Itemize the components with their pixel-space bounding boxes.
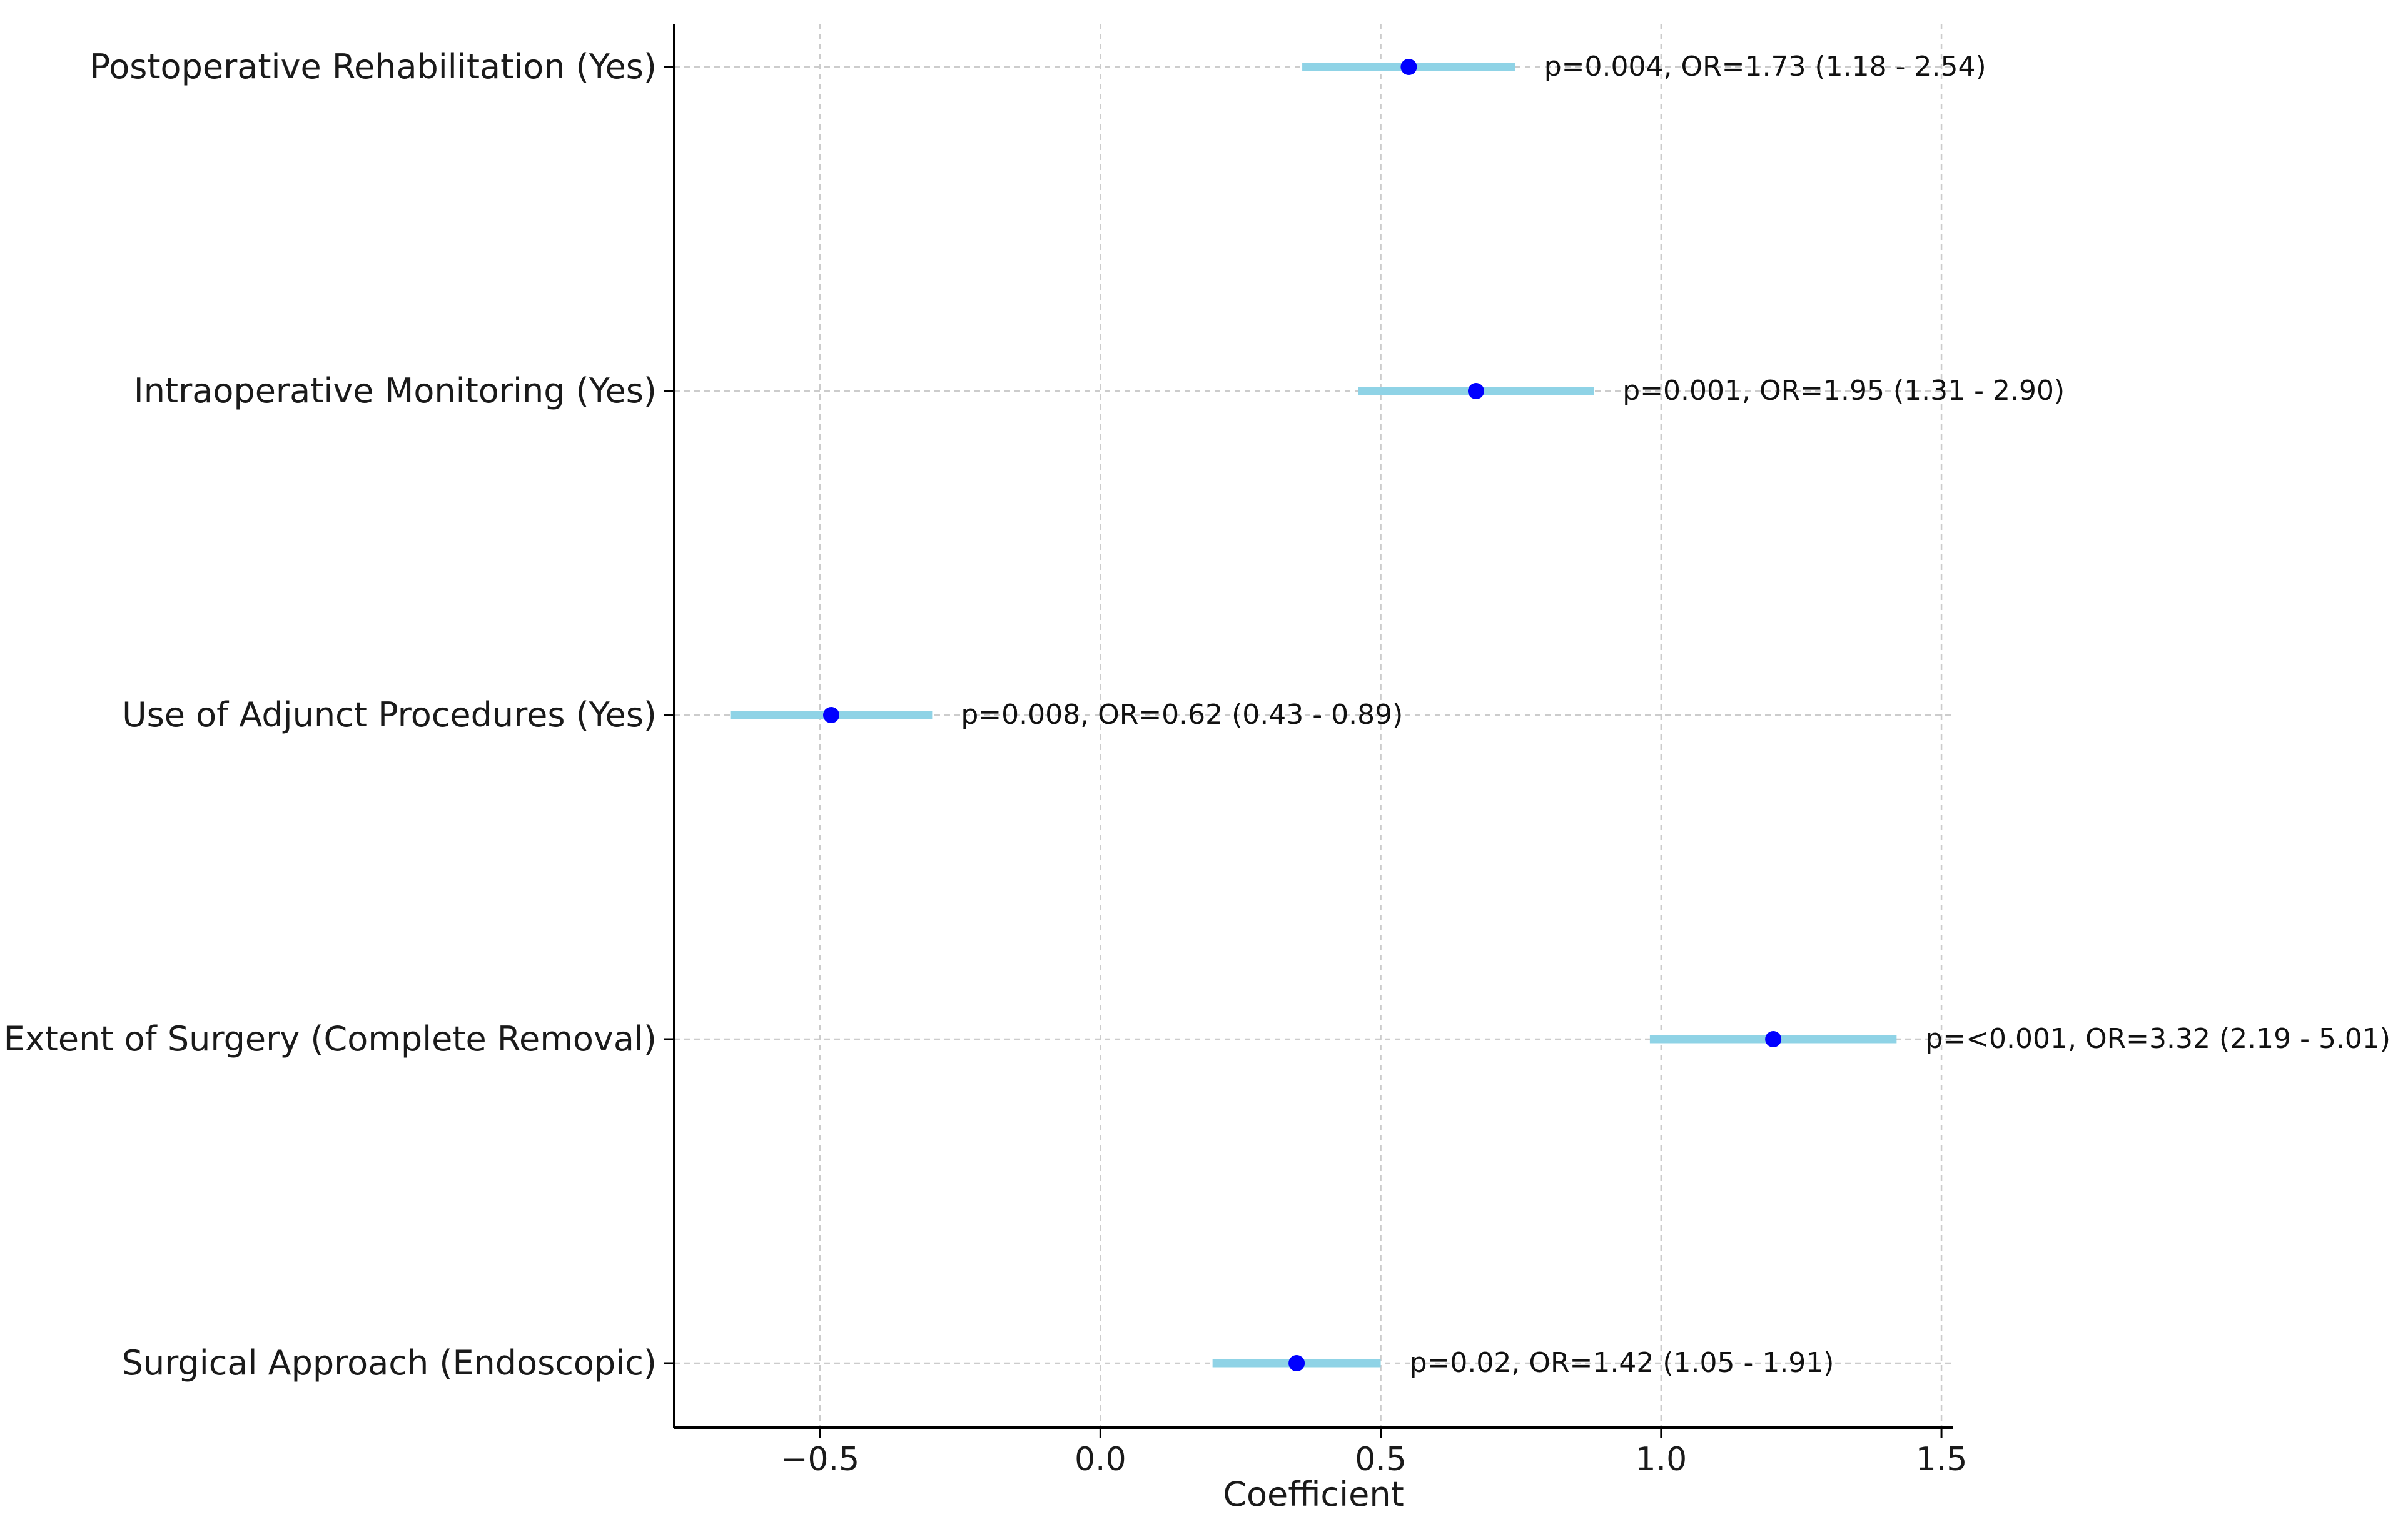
x-tick-label: 0.5 <box>1355 1441 1407 1478</box>
coefficient-point <box>1765 1031 1782 1047</box>
grid-layer <box>674 24 1953 1428</box>
coefficient-point <box>823 707 840 723</box>
coefficient-point <box>1400 59 1417 75</box>
x-tick-label: 1.5 <box>1916 1441 1968 1478</box>
coefficient-point <box>1288 1355 1305 1371</box>
marks-layer <box>730 59 1897 1371</box>
y-tick-label: Intraoperative Monitoring (Yes) <box>134 371 657 410</box>
row-annotation: p=0.008, OR=0.62 (0.43 - 0.89) <box>961 699 1403 731</box>
row-annotation: p=<0.001, OR=3.32 (2.19 - 5.01) <box>1925 1023 2390 1055</box>
coefficient-point <box>1467 383 1484 399</box>
y-tick-label: Surgical Approach (Endoscopic) <box>122 1343 657 1383</box>
x-tick-label: 0.0 <box>1075 1441 1126 1478</box>
y-tick-label: Extent of Surgery (Complete Removal) <box>4 1019 657 1059</box>
row-annotation: p=0.004, OR=1.73 (1.18 - 2.54) <box>1544 51 1986 83</box>
x-axis-label: Coefficient <box>1223 1475 1404 1514</box>
y-tick-label: Use of Adjunct Procedures (Yes) <box>122 695 657 734</box>
labels-layer: −0.5 0.0 0.5 1.0 1.5 Postoperative Rehabilita… <box>4 47 2390 1478</box>
x-tick-label: −0.5 <box>781 1441 859 1478</box>
x-tick-label: 1.0 <box>1635 1441 1687 1478</box>
y-tick-label: Postoperative Rehabilitation (Yes) <box>90 47 657 86</box>
axes-layer <box>664 24 1953 1438</box>
row-annotation: p=0.02, OR=1.42 (1.05 - 1.91) <box>1410 1347 1834 1379</box>
row-annotation: p=0.001, OR=1.95 (1.31 - 2.90) <box>1622 375 2065 407</box>
